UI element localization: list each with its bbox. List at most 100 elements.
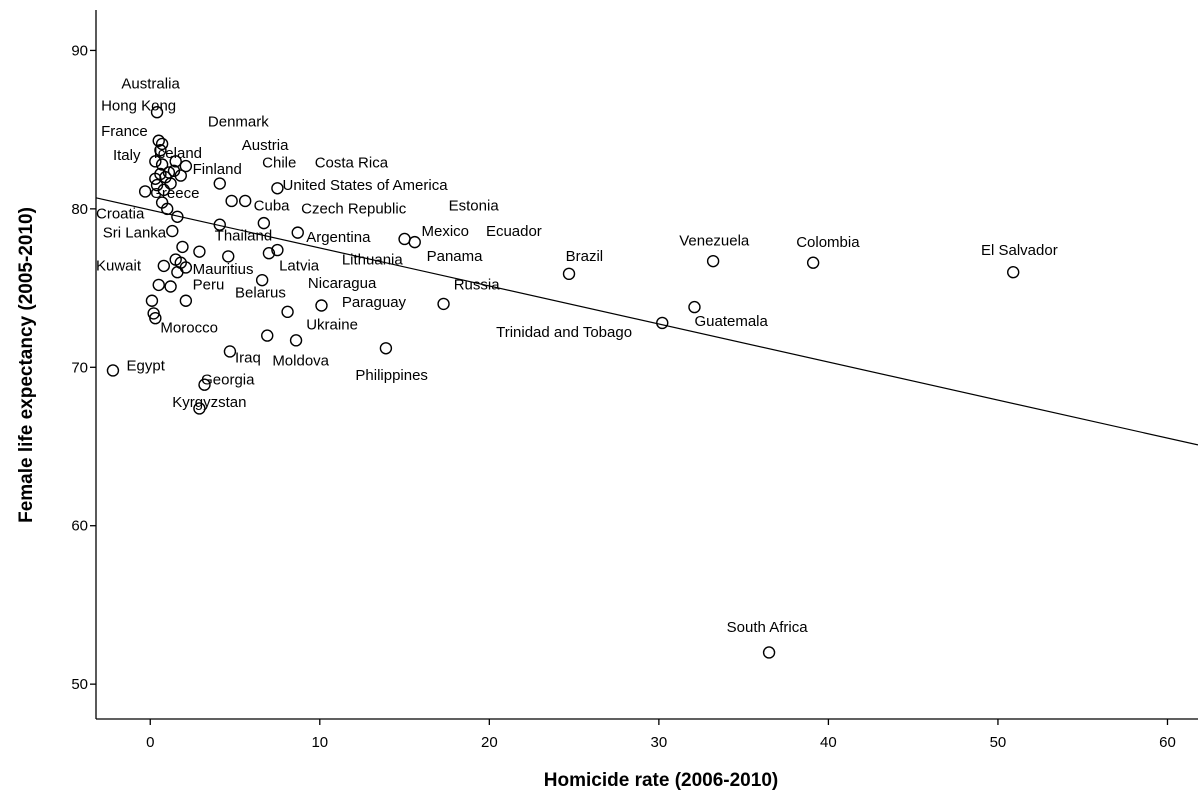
- data-point: [157, 259, 171, 273]
- y-tick-label: 80: [71, 201, 88, 218]
- point-label: United States of America: [282, 177, 448, 194]
- data-point: [261, 329, 274, 342]
- data-point: [398, 232, 411, 246]
- data-point: [262, 247, 276, 260]
- data-point: [179, 159, 193, 173]
- point-label: Moldova: [272, 353, 329, 370]
- y-tick-label: 60: [71, 518, 88, 535]
- data-point: [291, 226, 304, 239]
- data-point: [171, 210, 184, 223]
- data-point: [271, 182, 284, 195]
- data-point: [157, 183, 171, 197]
- point-label: Croatia: [96, 205, 145, 222]
- data-point: [238, 194, 252, 208]
- data-point: [257, 216, 271, 230]
- fit-line: [95, 197, 1198, 446]
- data-point: [408, 235, 421, 249]
- data-point: [138, 185, 152, 198]
- data-point: [1007, 266, 1020, 279]
- y-tick-label: 90: [71, 42, 88, 59]
- point-label: Mauritius: [193, 261, 254, 278]
- data-point: [149, 155, 162, 168]
- point-label: Iceland: [154, 145, 202, 162]
- point-label: Czech Republic: [301, 201, 407, 218]
- data-point: [762, 646, 776, 659]
- data-point: [145, 294, 159, 307]
- point-label: Colombia: [796, 234, 860, 251]
- data-point: [656, 316, 669, 330]
- data-point: [176, 240, 189, 254]
- point-label: Russia: [454, 277, 501, 294]
- data-point: [315, 299, 328, 312]
- data-point: [150, 106, 164, 119]
- data-point: [166, 224, 179, 238]
- point-label: France: [101, 123, 148, 140]
- data-point: [222, 250, 235, 263]
- point-label: Cuba: [254, 197, 291, 214]
- x-axis-title: Homicide rate (2006-2010): [544, 770, 778, 791]
- data-point: [688, 300, 701, 314]
- point-label: Italy: [113, 147, 141, 164]
- data-point: [164, 280, 177, 293]
- point-label: Mexico: [422, 223, 470, 240]
- data-point: [806, 256, 820, 269]
- data-point: [255, 273, 269, 287]
- point-label: Hong Kong: [101, 98, 176, 115]
- data-point: [154, 144, 167, 157]
- data-point: [155, 137, 169, 151]
- data-point: [706, 254, 720, 268]
- point-label: Denmark: [208, 113, 269, 130]
- x-tick-label: 60: [1159, 734, 1176, 751]
- point-label: Thailand: [215, 228, 273, 245]
- x-tick-label: 40: [820, 734, 837, 751]
- point-label: Venezuela: [679, 232, 750, 249]
- x-tick-label: 30: [651, 734, 668, 751]
- data-point: [213, 177, 226, 190]
- data-point: [281, 305, 294, 319]
- data-point: [161, 202, 174, 216]
- data-point: [193, 402, 206, 415]
- point-label: Australia: [121, 75, 180, 92]
- point-label: Kuwait: [96, 258, 142, 275]
- point-labels-group: Australia Hong Kong Denmark France Austria It…: [96, 75, 1058, 635]
- y-tick-label: 50: [71, 676, 88, 693]
- point-label: Iraq: [235, 350, 261, 367]
- point-label: El Salvador: [981, 242, 1058, 259]
- x-tick-label: 20: [481, 734, 498, 751]
- point-label: Latvia: [279, 258, 320, 275]
- data-point: [154, 167, 167, 181]
- point-label: Argentina: [306, 229, 371, 246]
- data-point: [152, 134, 165, 147]
- data-point: [155, 158, 169, 171]
- point-label: Philippines: [355, 367, 428, 384]
- x-tick-label: 50: [990, 734, 1007, 751]
- data-point: [149, 311, 162, 325]
- data-point: [167, 164, 181, 178]
- point-label: Egypt: [127, 357, 166, 374]
- point-label: Belarus: [235, 285, 286, 302]
- data-point: [193, 245, 206, 258]
- data-point: [213, 218, 226, 231]
- point-label: Lithuania: [342, 251, 404, 268]
- point-label: Nicaragua: [308, 275, 377, 292]
- data-point: [152, 278, 165, 292]
- point-label: Ukraine: [306, 316, 358, 333]
- point-label: Kyrgyzstan: [172, 394, 246, 411]
- data-point: [379, 342, 393, 355]
- data-point: [198, 378, 211, 391]
- x-tick-label: 0: [146, 734, 154, 751]
- y-axis-title: Female life expectancy (2005-2010): [16, 207, 37, 523]
- point-label: Morocco: [160, 319, 218, 336]
- point-label: Finland: [193, 161, 242, 178]
- data-point: [562, 267, 576, 281]
- point-label: Estonia: [449, 197, 500, 214]
- data-point: [225, 194, 238, 208]
- axes: 0 10 20 30 40 50 60 50 60 70 80 90: [71, 10, 1198, 751]
- data-point: [437, 297, 450, 311]
- point-label: Guatemala: [694, 313, 768, 330]
- data-point: [179, 261, 193, 274]
- y-tick-label: 70: [71, 359, 88, 376]
- point-label: Paraguay: [342, 294, 407, 311]
- point-label: Chile: [262, 155, 296, 172]
